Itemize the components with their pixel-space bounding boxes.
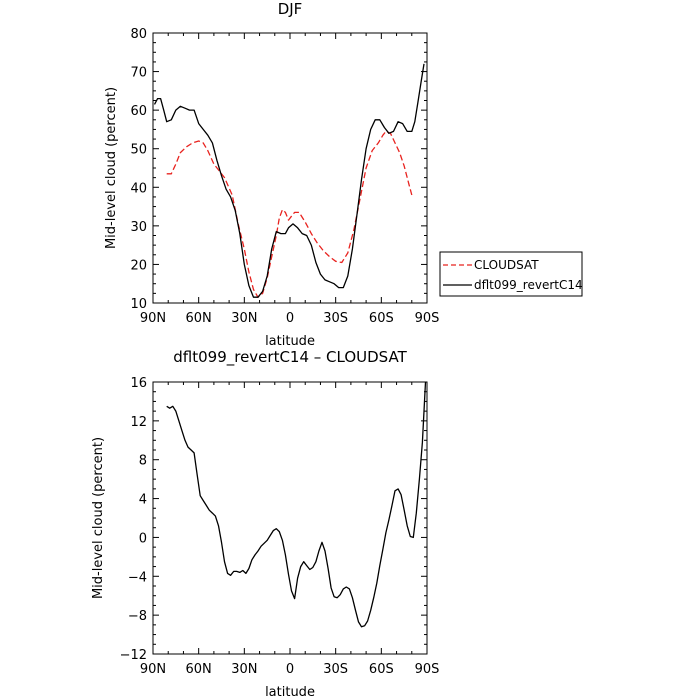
chart-top-xtick-label: 90N bbox=[140, 311, 166, 326]
chart-bottom-xtick-label: 60S bbox=[369, 662, 394, 677]
chart-top-ytick-label: 80 bbox=[130, 27, 147, 42]
chart-top-ytick-label: 60 bbox=[130, 104, 147, 119]
chart-top-xtick-label: 90S bbox=[415, 311, 440, 326]
chart-top-xtick-label: 0 bbox=[286, 311, 294, 326]
chart-bottom-ytick-label: 0 bbox=[139, 531, 147, 546]
chart-bottom-ytick-label: 12 bbox=[130, 415, 147, 430]
chart-top-series-line-1 bbox=[153, 63, 425, 298]
legend-box bbox=[439, 251, 583, 297]
chart-top-ytick-label: 50 bbox=[130, 143, 147, 158]
chart-bottom-x-axis-label: latitude bbox=[265, 685, 315, 700]
chart-bottom-ytick-label: 4 bbox=[139, 493, 147, 508]
chart-top-xtick-label: 30N bbox=[231, 311, 257, 326]
chart-top-series bbox=[153, 63, 425, 298]
chart-bottom-frame bbox=[152, 381, 428, 655]
chart-bottom-series-line-0 bbox=[166, 381, 427, 628]
chart-bottom-series bbox=[166, 381, 427, 628]
chart-bottom-ytick-label: −4 bbox=[128, 570, 147, 585]
legend-label-cloudsat: CLOUDSAT bbox=[474, 258, 539, 272]
chart-bottom: dflt099_revertC14 – CLOUDSAT Mid-level c… bbox=[91, 348, 439, 700]
chart-bottom-title: dflt099_revertC14 – CLOUDSAT bbox=[173, 348, 407, 367]
legend-label-model: dflt099_revertC14 bbox=[474, 278, 583, 292]
chart-top-x-axis-label: latitude bbox=[265, 334, 315, 349]
chart-top-xtick-label: 30S bbox=[323, 311, 348, 326]
chart-top-ytick-label: 70 bbox=[130, 66, 147, 81]
chart-top: DJF Mid-level cloud (percent) latitude 9… bbox=[104, 0, 439, 349]
chart-top-y-axis-label: Mid-level cloud (percent) bbox=[104, 87, 119, 249]
chart-bottom-ytick-label: 8 bbox=[139, 454, 147, 469]
chart-bottom-ytick-label: −8 bbox=[128, 609, 147, 624]
chart-top-xtick-label: 60N bbox=[186, 311, 212, 326]
chart-top-ytick-label: 10 bbox=[130, 297, 147, 312]
chart-bottom-ytick-label: 16 bbox=[130, 376, 147, 391]
chart-bottom-xtick-label: 30N bbox=[231, 662, 257, 677]
chart-bottom-y-axis-label: Mid-level cloud (percent) bbox=[91, 437, 106, 599]
chart-top-ytick-label: 30 bbox=[130, 220, 147, 235]
chart-bottom-xtick-label: 30S bbox=[323, 662, 348, 677]
chart-top-frame bbox=[152, 32, 428, 304]
chart-top-ytick-label: 40 bbox=[130, 181, 147, 196]
chart-bottom-ticks: 90N 60N 30N 0 30S 60S 90S −12 −8 −4 0 4 8 12 16 bbox=[120, 376, 440, 677]
chart-bottom-xtick-label: 90S bbox=[415, 662, 440, 677]
chart-top-xtick-label: 60S bbox=[369, 311, 394, 326]
legend: CLOUDSAT dflt099_revertC14 bbox=[439, 251, 583, 297]
chart-bottom-ytick-label: −12 bbox=[120, 648, 147, 663]
chart-top-title: DJF bbox=[278, 0, 303, 18]
chart-bottom-xtick-label: 90N bbox=[140, 662, 166, 677]
chart-top-ticks: 90N 60N 30N 0 30S 60S 90S 10 20 30 40 50 60 70 80 bbox=[130, 27, 439, 326]
chart-top-ytick-label: 20 bbox=[130, 258, 147, 273]
chart-bottom-xtick-label: 0 bbox=[286, 662, 294, 677]
chart-bottom-xtick-label: 60N bbox=[186, 662, 212, 677]
chart-top-series-line-0 bbox=[166, 130, 413, 298]
